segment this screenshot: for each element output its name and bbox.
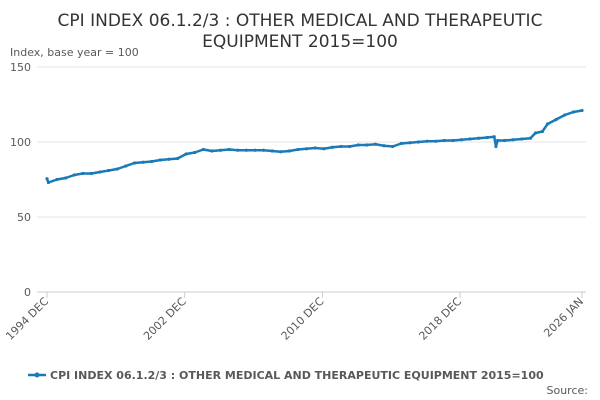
x-tick-label: 1994 DEC — [3, 295, 51, 343]
point — [132, 161, 137, 165]
point — [124, 164, 128, 168]
point — [520, 137, 524, 141]
point — [339, 144, 343, 149]
chart-title: CPI INDEX 06.1.2/3 : OTHER MEDICAL AND T… — [58, 11, 543, 31]
y-axis-label: Index, base year = 100 — [10, 46, 139, 59]
point — [494, 144, 498, 149]
point — [89, 171, 94, 176]
point — [477, 136, 481, 140]
point — [571, 110, 575, 114]
point — [141, 160, 145, 164]
chart-title: EQUIPMENT 2015=100 — [202, 32, 398, 52]
point — [236, 148, 240, 152]
point — [391, 144, 395, 149]
series-line — [45, 109, 583, 184]
point — [158, 158, 162, 162]
point — [533, 131, 538, 135]
point — [356, 143, 360, 147]
point — [502, 138, 507, 143]
point — [305, 147, 309, 151]
point — [46, 180, 51, 185]
y-tick-label: 0 — [24, 286, 31, 299]
point — [528, 136, 532, 140]
point — [115, 167, 119, 171]
point — [511, 138, 515, 142]
point — [434, 139, 438, 143]
point — [451, 138, 455, 143]
point — [382, 144, 386, 148]
point — [580, 108, 584, 113]
point — [408, 141, 412, 145]
point — [554, 117, 558, 122]
point — [261, 148, 266, 152]
legend-label: CPI INDEX 06.1.2/3 : OTHER MEDICAL AND T… — [50, 369, 544, 382]
point — [253, 148, 257, 152]
point — [167, 157, 171, 161]
point — [175, 156, 180, 161]
point — [399, 141, 403, 146]
point — [425, 139, 429, 143]
point — [218, 148, 223, 152]
point — [322, 147, 326, 151]
point — [244, 148, 248, 152]
x-tick-label: 2018 DEC — [416, 295, 464, 343]
point — [98, 170, 102, 174]
point — [193, 150, 197, 155]
point — [459, 138, 464, 142]
point — [485, 135, 489, 140]
point — [201, 147, 205, 152]
point — [55, 177, 59, 182]
point — [107, 168, 111, 173]
point — [492, 135, 496, 139]
point — [72, 173, 76, 177]
x-tick-label: 2002 DEC — [141, 295, 189, 343]
point — [330, 145, 335, 149]
legend-marker — [34, 372, 40, 378]
point — [270, 149, 274, 153]
y-tick-label: 100 — [10, 136, 31, 149]
x-tick-label: 2010 DEC — [279, 295, 327, 343]
point — [279, 150, 283, 154]
y-tick-label: 150 — [10, 61, 31, 74]
point — [313, 146, 317, 150]
point — [227, 147, 231, 152]
point — [563, 113, 567, 117]
point — [365, 143, 369, 147]
x-tick-label: 2026 JAN — [541, 295, 586, 340]
point — [150, 159, 154, 164]
point — [296, 147, 300, 152]
point — [64, 176, 68, 180]
point — [545, 122, 550, 126]
point — [496, 138, 500, 143]
point — [287, 149, 291, 153]
point — [348, 144, 352, 149]
point — [442, 138, 446, 143]
point — [373, 142, 378, 146]
point — [540, 129, 545, 134]
point — [81, 171, 85, 176]
y-tick-label: 50 — [17, 211, 31, 224]
point — [210, 149, 214, 153]
point — [184, 152, 188, 156]
point — [468, 137, 472, 141]
source: Source: — [547, 384, 589, 397]
point — [45, 177, 49, 181]
point — [416, 140, 421, 144]
